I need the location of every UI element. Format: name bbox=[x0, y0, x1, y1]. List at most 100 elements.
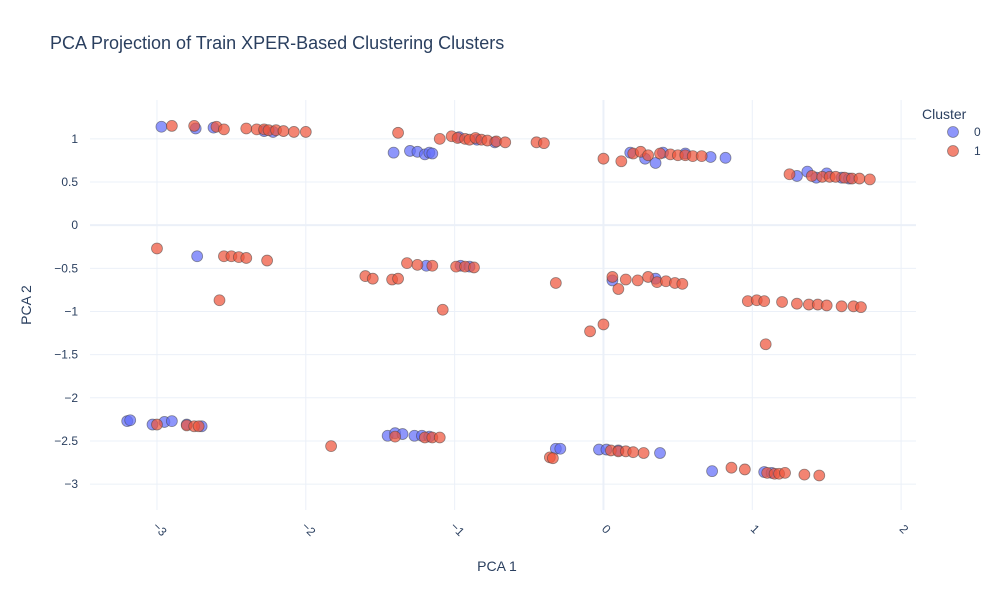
legend[interactable]: Cluster 0 1 bbox=[922, 106, 981, 158]
point-cluster-1[interactable] bbox=[597, 318, 610, 331]
x-tick-label: −2 bbox=[299, 519, 319, 539]
y-tick-label: 0 bbox=[71, 218, 78, 232]
point-cluster-1[interactable] bbox=[863, 173, 876, 186]
y-tick-label: −1.5 bbox=[54, 348, 78, 362]
point-cluster-0[interactable] bbox=[426, 147, 439, 160]
point-cluster-0[interactable] bbox=[649, 157, 662, 169]
legend-item-cluster-0[interactable]: 0 bbox=[947, 125, 982, 139]
point-cluster-0[interactable] bbox=[654, 447, 666, 459]
point-cluster-1[interactable] bbox=[213, 294, 226, 307]
point-cluster-1[interactable] bbox=[401, 257, 413, 270]
point-cluster-1[interactable] bbox=[468, 261, 480, 274]
point-cluster-1[interactable] bbox=[192, 420, 205, 433]
point-cluster-0[interactable] bbox=[124, 414, 137, 427]
y-tick-label: −1 bbox=[64, 304, 78, 318]
y-tick-label: 1 bbox=[71, 132, 78, 146]
point-cluster-1[interactable] bbox=[392, 272, 404, 285]
point-cluster-1[interactable] bbox=[411, 258, 424, 271]
point-cluster-1[interactable] bbox=[287, 126, 300, 138]
point-cluster-1[interactable] bbox=[546, 452, 559, 465]
point-cluster-1[interactable] bbox=[619, 273, 632, 286]
point-cluster-1[interactable] bbox=[218, 123, 230, 136]
point-cluster-1[interactable] bbox=[151, 242, 163, 255]
point-cluster-1[interactable] bbox=[631, 274, 644, 287]
point-cluster-1[interactable] bbox=[695, 150, 708, 163]
y-tick-label: −3 bbox=[64, 477, 78, 491]
point-cluster-1[interactable] bbox=[738, 463, 751, 476]
point-cluster-1[interactable] bbox=[676, 277, 689, 290]
point-cluster-1[interactable] bbox=[627, 446, 640, 459]
x-tick-label: 1 bbox=[748, 522, 763, 537]
point-cluster-1[interactable] bbox=[433, 132, 446, 145]
point-cluster-1[interactable] bbox=[853, 172, 866, 185]
point-cluster-1[interactable] bbox=[637, 447, 650, 459]
point-cluster-1[interactable] bbox=[436, 303, 449, 316]
x-tick-label: 2 bbox=[897, 522, 912, 537]
point-cluster-1[interactable] bbox=[538, 137, 550, 150]
point-cluster-1[interactable] bbox=[151, 418, 163, 431]
point-cluster-1[interactable] bbox=[549, 277, 562, 289]
y-tick-label: −0.5 bbox=[54, 261, 78, 275]
point-cluster-1[interactable] bbox=[240, 252, 253, 264]
point-cluster-1[interactable] bbox=[642, 271, 655, 283]
grid-lines bbox=[90, 100, 916, 510]
point-cluster-1[interactable] bbox=[758, 295, 771, 308]
point-cluster-1[interactable] bbox=[813, 469, 826, 482]
point-cluster-1[interactable] bbox=[366, 272, 379, 285]
data-points bbox=[121, 119, 876, 482]
legend-label: 0 bbox=[974, 125, 981, 139]
x-tick-label: 0 bbox=[599, 522, 614, 537]
point-cluster-0[interactable] bbox=[719, 151, 732, 164]
y-tick-label: −2.5 bbox=[54, 434, 78, 448]
legend-item-cluster-1[interactable]: 1 bbox=[947, 144, 982, 158]
point-cluster-1[interactable] bbox=[779, 466, 791, 479]
point-cluster-1[interactable] bbox=[612, 283, 625, 295]
point-cluster-1[interactable] bbox=[584, 325, 596, 338]
point-cluster-1[interactable] bbox=[805, 170, 818, 182]
point-cluster-1[interactable] bbox=[798, 468, 811, 481]
point-cluster-1[interactable] bbox=[776, 296, 788, 308]
point-cluster-1[interactable] bbox=[277, 125, 290, 137]
point-cluster-1[interactable] bbox=[615, 155, 628, 168]
legend-label: 1 bbox=[974, 144, 981, 158]
y-tick-label: 0.5 bbox=[61, 175, 78, 189]
point-cluster-1[interactable] bbox=[325, 440, 338, 453]
point-cluster-1[interactable] bbox=[725, 461, 738, 474]
point-cluster-0[interactable] bbox=[387, 146, 400, 159]
legend-title: Cluster bbox=[922, 106, 967, 122]
point-cluster-1[interactable] bbox=[642, 149, 655, 162]
point-cluster-1[interactable] bbox=[188, 119, 201, 132]
chart-title: PCA Projection of Train XPER-Based Clust… bbox=[50, 33, 505, 53]
point-cluster-0[interactable] bbox=[554, 442, 567, 455]
point-cluster-0[interactable] bbox=[155, 120, 168, 133]
point-cluster-1[interactable] bbox=[783, 168, 796, 181]
point-cluster-1[interactable] bbox=[835, 300, 848, 313]
point-cluster-1[interactable] bbox=[791, 297, 803, 310]
point-cluster-0[interactable] bbox=[706, 465, 719, 478]
zero-lines bbox=[90, 100, 916, 510]
point-cluster-0[interactable] bbox=[191, 250, 204, 263]
point-cluster-1[interactable] bbox=[759, 338, 772, 351]
x-axis-ticks: −3 −2 −1 0 1 2 bbox=[150, 519, 911, 539]
point-cluster-1[interactable] bbox=[654, 147, 666, 160]
y-axis-title: PCA 2 bbox=[18, 285, 34, 325]
legend-marker bbox=[947, 126, 959, 138]
point-cluster-1[interactable] bbox=[855, 301, 867, 314]
point-cluster-1[interactable] bbox=[261, 254, 274, 267]
point-cluster-1[interactable] bbox=[165, 119, 178, 132]
point-cluster-1[interactable] bbox=[820, 299, 833, 312]
x-tick-label: −3 bbox=[150, 519, 170, 539]
point-cluster-1[interactable] bbox=[606, 271, 619, 283]
point-cluster-1[interactable] bbox=[597, 152, 610, 165]
point-cluster-1[interactable] bbox=[433, 431, 446, 444]
point-cluster-1[interactable] bbox=[392, 126, 404, 139]
point-cluster-1[interactable] bbox=[240, 122, 253, 135]
series-1 bbox=[151, 119, 876, 482]
point-cluster-1[interactable] bbox=[299, 126, 312, 138]
point-cluster-1[interactable] bbox=[499, 136, 512, 149]
point-cluster-1[interactable] bbox=[426, 259, 439, 272]
point-cluster-0[interactable] bbox=[165, 415, 178, 427]
point-cluster-1[interactable] bbox=[389, 430, 401, 443]
y-axis-ticks: 1 0.5 0 −0.5 −1 −1.5 −2 −2.5 −3 bbox=[54, 132, 78, 491]
